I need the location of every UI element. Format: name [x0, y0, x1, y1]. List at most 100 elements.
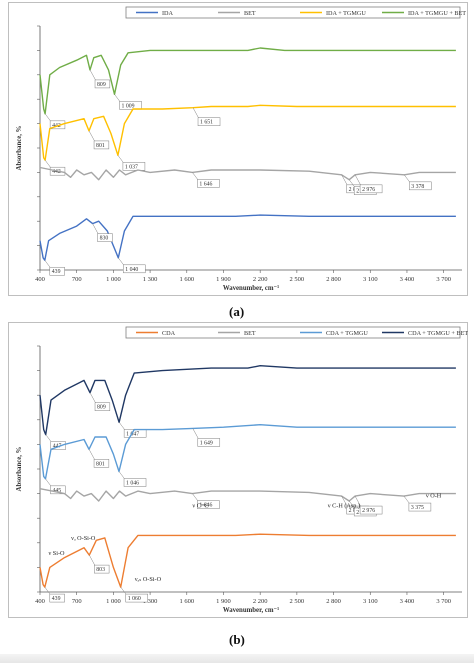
x-tick-label: 2 200 — [253, 598, 268, 605]
annotation-label: 1 646 — [199, 503, 212, 509]
annotation-box — [409, 181, 432, 191]
annotation-leader — [44, 113, 52, 122]
annotation-box — [123, 264, 146, 274]
annotation-label: 809 — [97, 405, 106, 411]
annotation-leader — [89, 392, 97, 404]
annotation-box — [197, 438, 221, 447]
annotation-label: 801 — [96, 461, 105, 467]
chart-panel-b: CDA BET CDA + TGMGU CDA + TGMGU + BET 400 700… — [8, 322, 468, 618]
band-label: ν C-H (Asp.) — [328, 503, 360, 510]
annotation-label: 2 976 — [362, 187, 375, 193]
legend-label: CDA + TGMGU + BET — [408, 330, 468, 337]
annotation-leader — [341, 495, 348, 508]
annotation-label: 1 651 — [200, 120, 213, 126]
x-tick-label: 1 300 — [143, 276, 158, 283]
annotation-box — [49, 266, 65, 276]
x-tick-label: 700 — [72, 276, 82, 283]
x-tick-label: 1 900 — [216, 598, 231, 605]
series-line — [39, 214, 456, 261]
chart-frame — [8, 322, 468, 618]
annotation-box — [97, 233, 113, 242]
annotation-leader — [120, 586, 127, 596]
series-line — [39, 533, 456, 588]
y-axis-title: Absorbance, % — [16, 446, 23, 491]
annotation-label: 1 047 — [126, 431, 139, 437]
x-axis-title: Wavenumber, cm⁻¹ — [223, 285, 279, 292]
chart-svg-b: CDA BET CDA + TGMGU CDA + TGMGU + BET 400 700… — [8, 322, 468, 618]
annotation-label: 442 — [52, 169, 61, 175]
x-axis-title: Wavenumber, cm⁻¹ — [223, 607, 279, 614]
annotation-leader — [44, 586, 51, 596]
annotation-label: 1 040 — [125, 267, 138, 273]
series-cda: 439 803 1 060 — [39, 533, 456, 603]
x-tick-label: 3 100 — [363, 276, 378, 283]
legend-label: IDA + TGMGU — [326, 10, 366, 17]
x-tick-label: 1 300 — [143, 598, 158, 605]
annotation-leader — [114, 94, 121, 103]
annotation-leader — [403, 495, 411, 505]
legend-label: BET — [244, 10, 256, 17]
annotation-leader — [45, 434, 52, 443]
annotation-box — [123, 478, 147, 487]
caption-strip — [0, 654, 474, 663]
annotation-box — [197, 500, 220, 509]
legend: IDA BET IDA + TGMGU IDA + TGMGU + BET — [125, 6, 466, 19]
x-tick-label: 400 — [35, 598, 45, 605]
annotation-box — [93, 459, 110, 468]
annotation-label: 803 — [96, 567, 105, 573]
annotation-label: 1 649 — [200, 440, 213, 446]
y-axis-title: Absorbance, % — [16, 125, 23, 170]
annotation-leader — [349, 179, 356, 188]
legend-label: BET — [244, 330, 256, 337]
annotation-label: 3 378 — [411, 184, 424, 190]
series-line — [39, 104, 456, 161]
annotation-box — [122, 162, 146, 171]
legend-label: CDA + TGMGU — [326, 330, 368, 337]
annotation-label: 1 646 — [199, 181, 212, 187]
band-label: ν Si-O — [48, 550, 65, 557]
x-tick-label: 3 100 — [363, 598, 378, 605]
band-label: νₐₛ O-Si-O — [135, 576, 162, 583]
annotation-leader — [45, 478, 52, 487]
series-line — [39, 47, 456, 115]
x-tick-label: 1 000 — [106, 276, 121, 283]
annotation-leader — [118, 471, 126, 480]
x-tick-label: 2 800 — [326, 276, 341, 283]
legend-box — [125, 326, 461, 339]
annotation-leader — [192, 107, 200, 119]
x-tick-label: 2 800 — [326, 598, 341, 605]
x-tick-label: 3 400 — [400, 598, 415, 605]
annotation-box — [49, 120, 66, 130]
series-line — [39, 488, 456, 502]
annotation-leader — [192, 428, 199, 440]
chart-svg-a: IDA BET IDA + TGMGU IDA + TGMGU + BET 400 700… — [8, 2, 468, 296]
x-tick-label: 2 500 — [290, 276, 305, 283]
annotation-box — [49, 593, 65, 603]
annotation-label: 1 060 — [128, 596, 141, 602]
annotation-box — [119, 101, 142, 110]
annotation-label: 1 037 — [125, 164, 138, 170]
x-tick-label: 1 600 — [179, 598, 194, 605]
annotation-leader — [88, 449, 96, 461]
x-tick-label: 1 000 — [106, 598, 121, 605]
chart-frame — [8, 2, 468, 296]
x-tick-label: 1 600 — [179, 276, 194, 283]
annotation-leader — [354, 495, 362, 508]
annotation-box — [50, 485, 66, 495]
annotation-label: 439 — [52, 269, 61, 275]
x-tick-label: 400 — [35, 276, 45, 283]
series-line — [39, 166, 456, 181]
annotation-leader — [192, 172, 199, 181]
panel-label-a: (a) — [229, 304, 245, 319]
band-label: νₐ O-Si-O — [71, 535, 96, 542]
annotation-leader — [192, 493, 199, 502]
annotation-box — [408, 502, 432, 512]
x-tick-label: 700 — [72, 598, 82, 605]
annotation-box — [93, 140, 110, 150]
annotation-box — [94, 564, 110, 574]
annotation-leader — [117, 155, 125, 164]
annotation-label: 1 009 — [121, 103, 134, 109]
annotation-label: 2 976 — [362, 508, 375, 514]
annotation-leader — [341, 174, 348, 186]
